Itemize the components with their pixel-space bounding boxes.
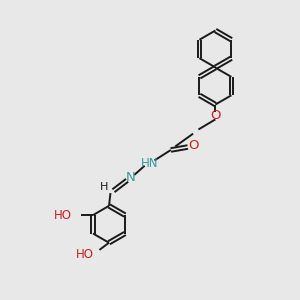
Text: H: H (100, 182, 108, 192)
Text: HO: HO (54, 208, 72, 222)
Text: N: N (126, 171, 136, 184)
Text: HO: HO (76, 248, 94, 260)
Text: O: O (210, 109, 220, 122)
Text: HN: HN (141, 157, 159, 170)
Text: O: O (188, 139, 198, 152)
